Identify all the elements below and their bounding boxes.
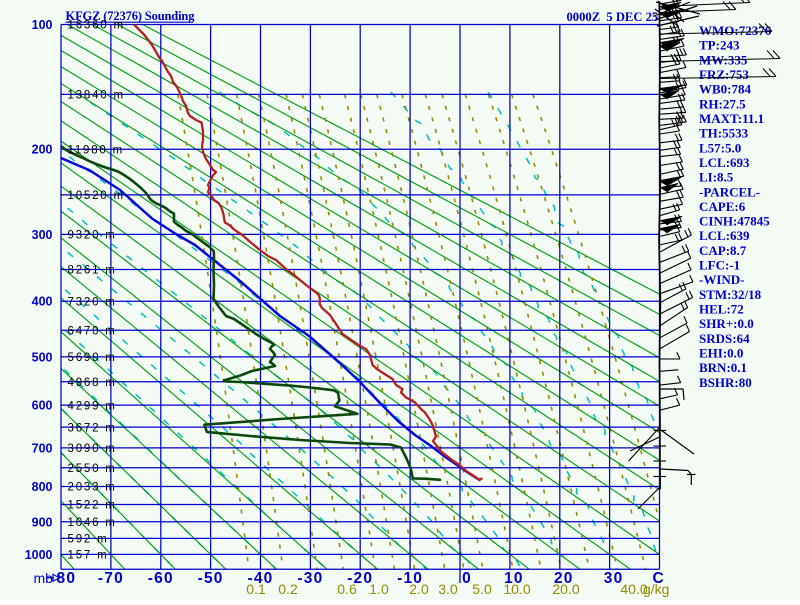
svg-text:-30: -30	[297, 570, 323, 587]
svg-text:2033 m: 2033 m	[68, 482, 117, 494]
svg-text:RH:27.5: RH:27.5	[699, 96, 746, 111]
svg-text:2550 m: 2550 m	[68, 463, 117, 475]
svg-text:0000Z 5 DEC 25: 0000Z 5 DEC 25	[567, 10, 659, 24]
svg-text:4299 m: 4299 m	[68, 400, 117, 412]
svg-text:157 m: 157 m	[68, 550, 109, 562]
svg-text:0: 0	[462, 570, 472, 587]
svg-text:1.0: 1.0	[369, 581, 389, 597]
svg-text:700: 700	[32, 441, 53, 455]
svg-text:EHI:0.0: EHI:0.0	[699, 346, 743, 361]
svg-text:3090 m: 3090 m	[68, 443, 117, 455]
svg-text:592 m: 592 m	[68, 534, 109, 546]
svg-text:9320 m: 9320 m	[68, 230, 117, 242]
svg-text:600: 600	[32, 399, 53, 413]
svg-text:16360 m: 16360 m	[68, 20, 125, 32]
svg-text:WB0:784: WB0:784	[699, 82, 752, 97]
svg-text:2.0: 2.0	[409, 581, 429, 597]
svg-text:BSHR:80: BSHR:80	[699, 375, 752, 390]
svg-text:800: 800	[32, 480, 53, 494]
svg-text:TP:243: TP:243	[699, 38, 740, 53]
svg-text:g/kg: g/kg	[643, 581, 669, 597]
svg-text:11980 m: 11980 m	[68, 144, 125, 156]
svg-text:-60: -60	[148, 570, 174, 587]
svg-text:0.1: 0.1	[246, 581, 266, 597]
svg-text:80: 80	[57, 570, 77, 587]
svg-text:300: 300	[32, 228, 53, 242]
svg-text:3.0: 3.0	[438, 581, 458, 597]
svg-text:0.2: 0.2	[278, 581, 298, 597]
svg-text:STM:32/18: STM:32/18	[699, 287, 762, 302]
svg-text:CAP:8.7: CAP:8.7	[699, 243, 747, 258]
svg-text:7320 m: 7320 m	[68, 296, 117, 308]
svg-text:10520 m: 10520 m	[68, 190, 125, 202]
svg-text:4968 m: 4968 m	[68, 377, 117, 389]
svg-text:-70: -70	[98, 570, 124, 587]
svg-text:100: 100	[32, 18, 53, 32]
svg-text:LFC:-1: LFC:-1	[699, 258, 740, 273]
svg-text:-WIND-: -WIND-	[699, 272, 745, 287]
svg-text:LCL:639: LCL:639	[699, 228, 750, 243]
svg-text:LCL:693: LCL:693	[699, 155, 750, 170]
svg-text:5.0: 5.0	[472, 581, 492, 597]
svg-text:LI:8.5: LI:8.5	[699, 170, 734, 185]
svg-text:FRZ:753: FRZ:753	[699, 67, 749, 82]
svg-text:6470 m: 6470 m	[68, 325, 117, 337]
svg-text:-PARCEL-: -PARCEL-	[699, 184, 760, 199]
svg-text:BRN:0.1: BRN:0.1	[699, 360, 747, 375]
svg-text:3672 m: 3672 m	[68, 422, 117, 434]
svg-text:CAPE:6: CAPE:6	[699, 199, 746, 214]
svg-text:13840 m: 13840 m	[68, 90, 125, 102]
svg-text:-50: -50	[198, 570, 224, 587]
svg-text:1000: 1000	[25, 548, 53, 562]
svg-text:1046 m: 1046 m	[68, 517, 117, 529]
svg-text:400: 400	[32, 295, 53, 309]
svg-text:MAXT:11.1: MAXT:11.1	[699, 111, 764, 126]
svg-text:500: 500	[32, 350, 53, 364]
svg-text:20.0: 20.0	[552, 581, 579, 597]
svg-text:0.6: 0.6	[337, 581, 357, 597]
svg-text:8261 m: 8261 m	[68, 265, 117, 277]
svg-text:CINH:47845: CINH:47845	[699, 214, 770, 229]
svg-text:900: 900	[32, 515, 53, 529]
svg-text:SRDS:64: SRDS:64	[699, 331, 750, 346]
svg-text:L57:5.0: L57:5.0	[699, 140, 741, 155]
svg-text:200: 200	[32, 143, 53, 157]
svg-text:SHR+:0.0: SHR+:0.0	[699, 316, 754, 331]
svg-text:10.0: 10.0	[503, 581, 530, 597]
svg-text:5690 m: 5690 m	[68, 352, 117, 364]
svg-text:TH:5533: TH:5533	[699, 126, 749, 141]
svg-text:1522 m: 1522 m	[68, 500, 117, 512]
svg-text:HEL:72: HEL:72	[699, 302, 744, 317]
